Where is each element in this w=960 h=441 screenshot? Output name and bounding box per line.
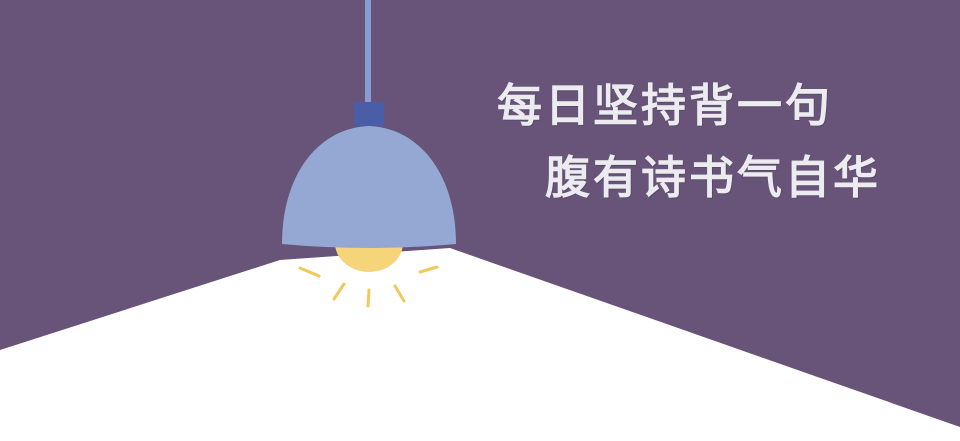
headline-line-2: 腹有诗书气自华 bbox=[545, 151, 882, 204]
light-ray bbox=[366, 288, 371, 308]
lamp-cord bbox=[365, 0, 371, 104]
light-ray bbox=[418, 265, 439, 274]
headline-line-1: 每日坚持背一句 bbox=[497, 79, 834, 132]
lamp-shade bbox=[282, 126, 456, 248]
light-ray bbox=[393, 284, 406, 303]
light-rays bbox=[298, 265, 439, 308]
light-ray bbox=[298, 266, 321, 278]
lamp-cap bbox=[354, 102, 384, 126]
light-ray bbox=[332, 282, 346, 301]
light-beam-floor bbox=[0, 248, 960, 441]
